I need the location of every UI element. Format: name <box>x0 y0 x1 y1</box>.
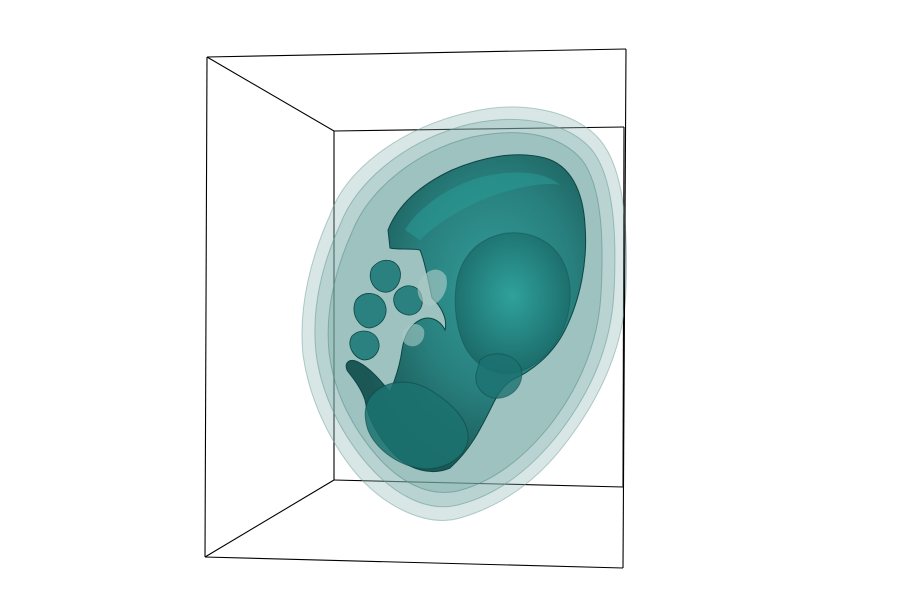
core-lobe-bottom <box>364 381 469 470</box>
box-edge-back-right <box>622 126 625 488</box>
core-ridge-top <box>405 172 560 240</box>
box-edge-front-left <box>204 56 208 558</box>
box-edge-front-top <box>206 48 627 58</box>
cavity-1 <box>417 269 447 306</box>
cavity-2 <box>402 324 425 347</box>
inner-core <box>345 154 587 472</box>
fold-3 <box>349 330 380 361</box>
box-edge-connector-top-left <box>206 56 335 132</box>
fold-2 <box>353 293 387 329</box>
bounding-box-front <box>204 48 627 569</box>
box-edge-front-right <box>622 48 627 569</box>
box-edge-connector-bottom-left <box>204 479 335 558</box>
fold-4 <box>393 285 423 316</box>
fold-1 <box>369 259 401 293</box>
box-edge-back-top <box>333 126 625 132</box>
core-lobe-mid <box>475 353 523 399</box>
box-edge-front-bottom <box>204 556 624 569</box>
core-lobe-right <box>454 232 571 375</box>
